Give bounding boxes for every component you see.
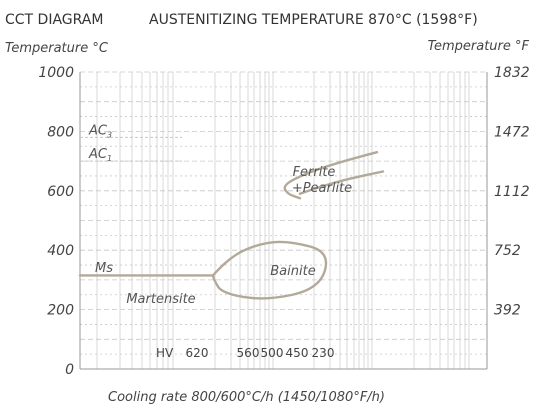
critical-subscript: 3	[107, 130, 112, 139]
region-labels: Ferrite+Pearlite Bainite Ms Martensite	[95, 165, 352, 307]
critical-temperatures: AC3 AC1	[80, 123, 182, 163]
curve-ferrite-finish	[298, 170, 385, 195]
left-tick-labels: 0 200 400 600 800 1000	[38, 65, 74, 378]
left-tick-label: 800	[47, 124, 74, 140]
region-label-ferrite-pearlite: Ferrite	[293, 165, 336, 180]
left-tick-label: 0	[65, 362, 74, 378]
right-tick-label: 1112	[494, 184, 530, 200]
right-tick-label: 392	[494, 303, 521, 319]
right-tick-label: 1832	[494, 65, 530, 81]
hardness-value: 500	[261, 346, 284, 360]
hardness-value: 560	[237, 346, 260, 360]
hardness-row: HV 620 560 500 450 230	[156, 346, 334, 360]
region-label-ferrite-pearlite: +Pearlite	[292, 181, 352, 196]
critical-subscript: 1	[107, 154, 112, 163]
chart-title: CCT DIAGRAM	[5, 12, 103, 28]
hardness-value: 620	[186, 346, 209, 360]
right-tick-label: 752	[494, 243, 521, 259]
x-axis-label: Cooling rate 800/600°C/h (1450/1080°F/h)	[108, 390, 385, 405]
hardness-value: 450	[286, 346, 309, 360]
left-tick-label: 200	[47, 303, 74, 319]
curve-bainite-region	[211, 240, 328, 300]
region-label-martensite: Martensite	[126, 292, 195, 307]
region-label-ms: Ms	[95, 261, 113, 276]
region-label-bainite: Bainite	[270, 264, 315, 279]
right-tick-label: 1472	[494, 124, 530, 140]
right-tick-labels: 392 752 1112 1472 1832	[494, 65, 530, 319]
chart-subtitle: AUSTENITIZING TEMPERATURE 870°C (1598°F)	[149, 12, 478, 28]
critical-label: AC1	[88, 147, 112, 163]
critical-label: AC3	[88, 123, 112, 139]
transformation-curves	[78, 150, 385, 300]
grid	[80, 71, 487, 369]
left-tick-label: 600	[47, 184, 74, 200]
left-tick-label: 1000	[38, 65, 74, 81]
y-axis-label-right: Temperature °F	[428, 39, 530, 54]
hardness-label: HV	[156, 346, 174, 360]
y-axis-label-left: Temperature °C	[5, 41, 109, 56]
axes	[79, 72, 488, 370]
curve-ferrite-start	[283, 150, 379, 200]
left-tick-label: 400	[47, 243, 74, 259]
hardness-value: 230	[312, 346, 335, 360]
